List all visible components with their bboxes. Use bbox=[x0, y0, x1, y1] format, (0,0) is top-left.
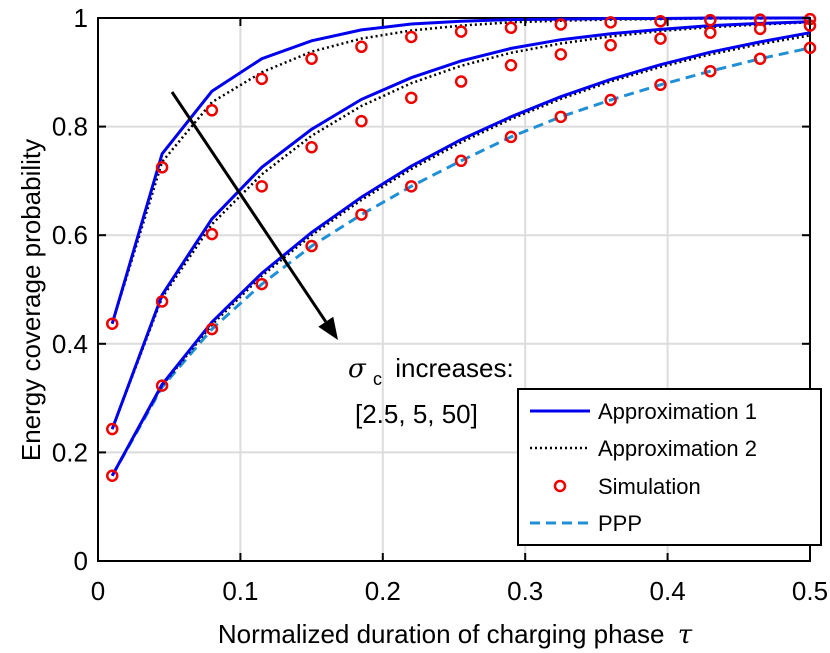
x-tick-label: 0 bbox=[91, 576, 105, 606]
approximation-2-line-1 bbox=[111, 16, 811, 325]
simulation-marker bbox=[255, 180, 269, 193]
simulation-marker bbox=[355, 208, 368, 221]
simulation-marker bbox=[255, 277, 269, 291]
simulation-marker bbox=[305, 140, 318, 154]
simulation-marker bbox=[604, 38, 617, 52]
simulation-marker bbox=[504, 130, 518, 144]
simulation-marker bbox=[305, 52, 318, 65]
annotation-line1: σ c increases: bbox=[348, 353, 514, 391]
simulation-marker bbox=[105, 422, 119, 436]
simulation-marker bbox=[155, 295, 169, 308]
simulation-marker bbox=[753, 52, 767, 65]
y-tick-label: 1 bbox=[74, 3, 88, 33]
simulation-marker bbox=[405, 91, 418, 105]
annotation-values: [2.5, 5, 50] bbox=[355, 399, 478, 429]
simulation-marker bbox=[405, 180, 418, 193]
legend-label-simulation: Simulation bbox=[598, 474, 701, 499]
y-tick-label: 0.4 bbox=[52, 329, 88, 359]
simulation-marker bbox=[205, 227, 219, 241]
simulation-marker bbox=[305, 239, 318, 253]
annotation-text: increases: bbox=[395, 353, 514, 383]
x-tick-label: 0.2 bbox=[365, 576, 401, 606]
simulation-marker bbox=[105, 317, 119, 330]
ppp-line-1 bbox=[110, 46, 811, 477]
x-tick-label: 0.3 bbox=[507, 576, 543, 606]
simulation-marker bbox=[355, 40, 368, 54]
simulation-marker bbox=[504, 21, 518, 35]
simulation-marker bbox=[155, 161, 169, 174]
simulation-marker bbox=[355, 114, 368, 128]
simulation-marker bbox=[654, 78, 667, 92]
annotation-arrow bbox=[170, 91, 338, 340]
simulation-marker bbox=[255, 72, 269, 86]
legend-label-approximation-2: Approximation 2 bbox=[598, 436, 757, 461]
approximation-1-line-1 bbox=[110, 16, 810, 325]
plot-frame bbox=[97, 17, 811, 562]
simulation-marker bbox=[554, 48, 568, 61]
simulation-marker bbox=[205, 104, 219, 117]
x-tick-label: 0.1 bbox=[222, 576, 258, 606]
simulation-marker bbox=[405, 30, 418, 44]
simulation-marker bbox=[504, 58, 518, 72]
x-axis-label-text: Normalized duration of charging phase bbox=[218, 619, 665, 649]
y-tick-label: 0.8 bbox=[52, 112, 88, 142]
simulation-marker bbox=[803, 41, 817, 55]
simulation-marker bbox=[105, 469, 119, 482]
x-tick-label: 0.4 bbox=[650, 576, 686, 606]
simulation-marker bbox=[704, 13, 717, 27]
ticks: 0 0.1 0.2 0.3 0.4 0.5 0 0.2 0.4 0.6 0.8 1 bbox=[52, 3, 828, 606]
simulation-marker bbox=[554, 18, 568, 31]
y-tick-label: 0.6 bbox=[52, 220, 88, 250]
simulation-marker bbox=[604, 93, 617, 107]
annotation-subscript: c bbox=[373, 369, 382, 389]
simulation-marker bbox=[654, 15, 667, 28]
simulation-marker bbox=[704, 26, 717, 39]
simulation-marker bbox=[554, 110, 568, 124]
legend-marker-simulation bbox=[553, 479, 567, 493]
legend-label-approximation-1: Approximation 1 bbox=[598, 399, 757, 424]
simulation-marker bbox=[704, 64, 717, 78]
simulation-marker bbox=[205, 322, 219, 336]
y-tick-label: 0 bbox=[74, 546, 88, 576]
simulation-marker bbox=[654, 32, 667, 45]
legend-box bbox=[517, 388, 822, 546]
simulation-marker bbox=[454, 154, 468, 168]
series-layer bbox=[105, 12, 817, 482]
simulation-marker bbox=[454, 25, 468, 38]
x-axis-label-symbol: τ bbox=[678, 620, 693, 650]
approximation-1-line-2 bbox=[110, 20, 811, 430]
annotation-symbol: σ bbox=[348, 354, 367, 384]
simulation-marker bbox=[454, 75, 468, 88]
y-axis-label: Energy coverage probability bbox=[16, 139, 46, 461]
x-axis-label: Normalized duration of charging phase τ bbox=[218, 619, 693, 650]
legend: Approximation 1 Approximation 2 Simulation… bbox=[517, 388, 822, 546]
simulation-marker bbox=[604, 16, 617, 29]
simulation-marker bbox=[753, 22, 767, 36]
legend-label-ppp: PPP bbox=[598, 511, 642, 536]
x-tick-label: 0.5 bbox=[792, 576, 828, 606]
approximation-1-line-3 bbox=[110, 31, 811, 477]
y-tick-label: 0.2 bbox=[52, 437, 88, 467]
simulation-marker bbox=[155, 379, 169, 392]
